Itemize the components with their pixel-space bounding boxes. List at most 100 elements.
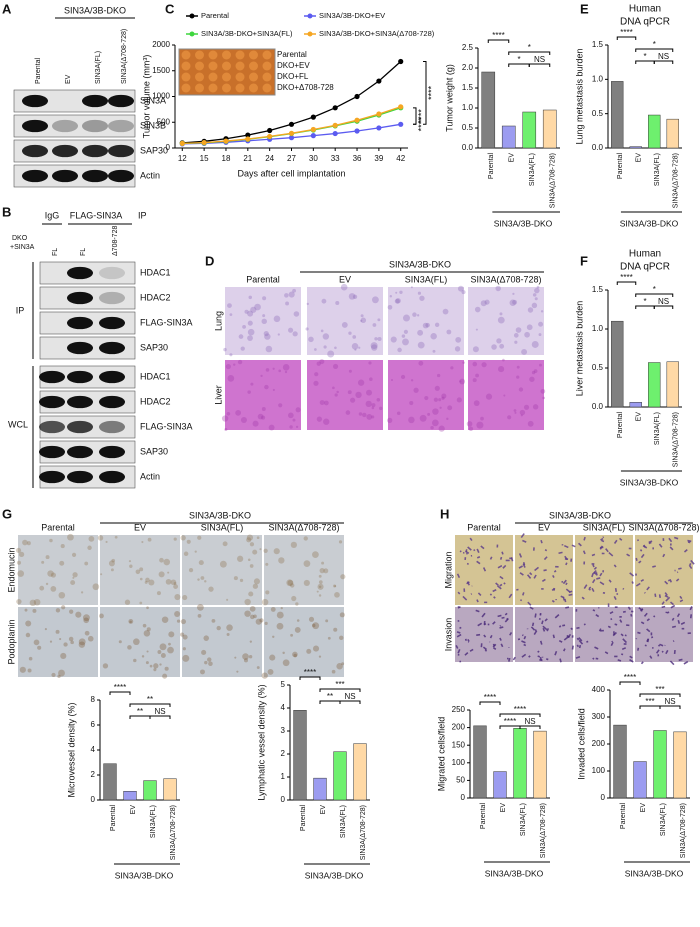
texture: [293, 653, 298, 658]
texture: [197, 614, 202, 618]
y-tick-label: 0: [91, 795, 96, 804]
y-tick-label: 1.5: [462, 83, 474, 92]
texture: [578, 639, 584, 645]
texture: [489, 556, 493, 560]
texture: [313, 380, 319, 386]
micrograph: [388, 287, 464, 355]
texture: [306, 302, 309, 306]
texture: [434, 385, 440, 391]
texture: [456, 397, 462, 403]
blot-row-label: FLAG-SIN3A: [140, 421, 193, 431]
blot-strip: [13, 89, 136, 113]
texture: [502, 564, 507, 569]
texture: [662, 553, 666, 558]
texture: [288, 327, 294, 333]
texture: [24, 608, 28, 612]
sig-bracket: [635, 293, 674, 297]
blot-band: [99, 445, 125, 459]
blot-header: FLAG-SIN3A: [70, 210, 123, 220]
texture: [417, 314, 420, 317]
panel-letter: C: [165, 1, 175, 16]
texture: [27, 668, 32, 673]
texture: [433, 397, 438, 402]
blot-row-label: Actin: [140, 170, 160, 180]
texture: [538, 321, 544, 327]
lane-label: Δ708-728: [112, 226, 119, 256]
texture: [664, 594, 669, 598]
texture: [542, 627, 546, 632]
texture: [524, 331, 530, 338]
legend-marker: [307, 13, 313, 19]
texture: [653, 615, 656, 618]
texture: [322, 333, 330, 340]
point: [310, 126, 316, 133]
y-axis-label: Migrated cells/field: [436, 717, 446, 792]
grid-header: SIN3A/3B-DKO: [549, 510, 611, 520]
micrograph: [575, 607, 633, 662]
sig-label: ***: [335, 680, 344, 689]
texture: [265, 562, 269, 566]
texture: [159, 643, 167, 651]
texture: [129, 564, 133, 568]
texture: [683, 660, 689, 665]
texture: [348, 293, 356, 300]
point: [245, 136, 251, 142]
texture: [646, 618, 650, 622]
texture: [481, 612, 486, 618]
texture: [576, 626, 580, 630]
texture: [544, 549, 548, 552]
texture: [350, 397, 356, 403]
bar: [493, 771, 507, 799]
texture: [303, 579, 310, 587]
texture: [571, 645, 574, 650]
blot-band: [52, 169, 78, 183]
bar: [666, 118, 679, 149]
texture: [455, 645, 459, 649]
texture: [619, 619, 623, 623]
texture: [327, 636, 331, 640]
texture: [565, 562, 568, 566]
texture: [661, 601, 665, 605]
texture: [644, 591, 646, 594]
blot-band: [22, 119, 48, 133]
texture: [540, 388, 546, 394]
x-tick-label: SIN3A(Δ708-728): [170, 805, 177, 860]
texture: [208, 586, 214, 592]
micrograph: [18, 535, 98, 605]
y-tick-label: 1.0: [592, 74, 604, 83]
texture: [456, 573, 461, 579]
texture: [348, 331, 352, 335]
x-tick-label: SIN3A(FL): [529, 153, 536, 186]
texture: [288, 412, 294, 419]
texture: [652, 565, 656, 568]
texture: [167, 571, 170, 574]
texture: [396, 411, 401, 415]
texture: [613, 564, 617, 568]
texture: [578, 542, 582, 547]
texture: [75, 611, 82, 618]
texture: [397, 347, 402, 353]
x-tick-label: Parental: [110, 805, 117, 832]
sig-label: NS: [534, 55, 545, 64]
x-tick-label: EV: [500, 803, 507, 813]
texture: [325, 619, 329, 623]
point: [310, 133, 316, 139]
y-tick-label: 1.0: [592, 324, 604, 333]
texture: [499, 312, 503, 316]
texture: [369, 377, 373, 381]
point: [332, 130, 338, 137]
texture: [677, 619, 681, 624]
texture: [97, 535, 104, 541]
texture: [498, 366, 505, 373]
texture: [512, 299, 518, 305]
micrograph: [100, 607, 180, 677]
micrograph: [307, 287, 383, 355]
texture: [316, 361, 321, 366]
texture: [261, 598, 269, 606]
texture: [506, 617, 509, 621]
texture: [495, 285, 501, 292]
texture: [473, 549, 476, 552]
bar: [629, 146, 642, 149]
texture: [224, 428, 228, 432]
texture: [114, 535, 118, 539]
